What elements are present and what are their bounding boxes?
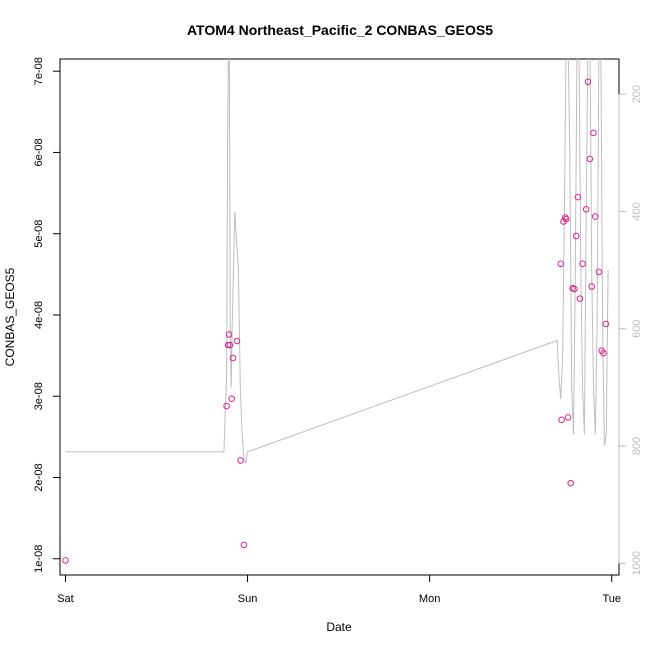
- right-tick-label: 800: [631, 437, 643, 455]
- right-tick-label: 200: [631, 85, 643, 103]
- right-tick-label: 400: [631, 202, 643, 220]
- y-tick-label: 2e-08: [33, 463, 45, 491]
- data-point: [564, 414, 572, 421]
- data-point: [233, 337, 241, 345]
- data-point: [582, 206, 590, 213]
- data-point: [586, 155, 594, 163]
- data-point: [557, 260, 565, 268]
- data-point: [558, 416, 565, 424]
- x-tick-label: Sun: [238, 593, 258, 605]
- y-axis-label: CONBAS_GEOS5: [3, 267, 17, 366]
- data-point: [584, 78, 592, 86]
- data-point: [579, 260, 586, 268]
- data-point: [571, 285, 578, 293]
- points-layer: [62, 78, 610, 564]
- data-point: [574, 193, 582, 201]
- data-point: [228, 395, 235, 403]
- data-point: [229, 354, 237, 362]
- right-tick-label: 600: [631, 320, 643, 338]
- data-point: [602, 320, 610, 328]
- data-point: [600, 349, 607, 357]
- right-tick-label: 1000: [631, 551, 643, 575]
- data-point: [567, 479, 575, 487]
- x-tick-label: Tue: [602, 593, 621, 605]
- data-point: [224, 341, 232, 349]
- y-tick-label: 6e-08: [33, 138, 45, 166]
- data-point: [576, 295, 584, 303]
- data-point: [572, 232, 580, 240]
- x-tick-label: Mon: [419, 593, 440, 605]
- x-axis: Sat Sun Mon Tue: [57, 574, 621, 605]
- data-point: [62, 557, 69, 564]
- y-tick-label: 4e-08: [33, 301, 45, 329]
- pressure-line: [65, 59, 609, 464]
- chart-title: ATOM4 Northeast_Pacific_2 CONBAS_GEOS5: [187, 22, 493, 38]
- y-tick-label: 5e-08: [33, 220, 45, 248]
- y-tick-label: 7e-08: [33, 57, 45, 85]
- plot-frame: [59, 58, 620, 576]
- y-axis: 1e-08 2e-08 3e-08 4e-08 5e-08 6e-08 7e-08: [33, 57, 60, 573]
- data-point: [562, 215, 570, 223]
- x-tick-label: Sat: [57, 593, 74, 605]
- pressure-line-layer: [65, 59, 609, 464]
- data-point: [592, 213, 599, 220]
- data-point: [595, 268, 603, 276]
- data-point: [223, 402, 230, 410]
- data-point: [237, 457, 244, 464]
- x-axis-label: Date: [326, 620, 352, 634]
- y-tick-label: 1e-08: [33, 545, 45, 573]
- data-point: [240, 541, 248, 549]
- data-point: [225, 331, 233, 338]
- y-tick-label: 3e-08: [33, 382, 45, 410]
- data-point: [588, 283, 596, 290]
- data-point: [226, 341, 234, 349]
- data-point: [590, 129, 597, 137]
- y-axis-right: 200 400 600 800 1000: [618, 85, 643, 576]
